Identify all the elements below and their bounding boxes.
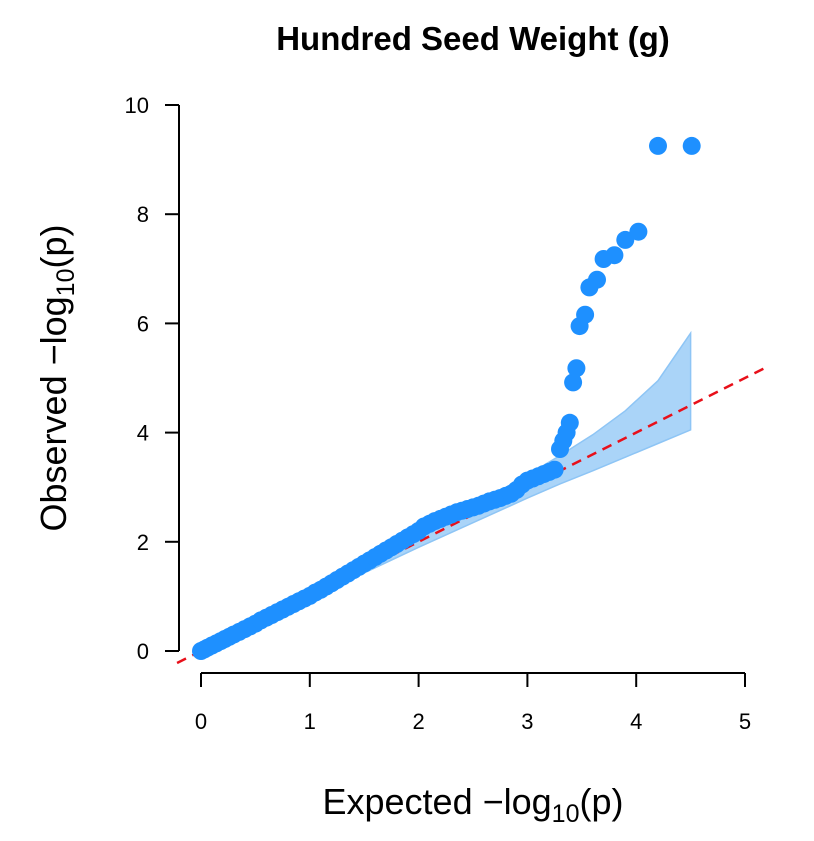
- confidence-band-layer: [200, 330, 692, 653]
- data-point: [616, 230, 635, 249]
- x-tick-label: 1: [304, 709, 316, 734]
- data-point: [588, 270, 606, 289]
- data-point: [545, 460, 564, 479]
- x-tick-label: 3: [521, 709, 533, 734]
- y-axis-label: Observed −log10(p): [33, 225, 80, 532]
- x-ticks: 0 1 2 3 4 5: [195, 673, 751, 734]
- y-tick-label: 4: [137, 421, 149, 446]
- data-point: [564, 373, 583, 392]
- confidence-band: [200, 330, 692, 653]
- x-axis-label: Expected −log10(p): [323, 781, 624, 828]
- x-tick-label: 4: [630, 709, 642, 734]
- data-point: [605, 246, 624, 265]
- axes: [178, 105, 745, 674]
- data-point: [629, 222, 648, 241]
- y-tick-label: 6: [137, 311, 149, 336]
- x-tick-label: 0: [195, 709, 207, 734]
- x-tick-label: 5: [739, 709, 751, 734]
- y-tick-label: 8: [137, 202, 149, 227]
- data-point: [649, 136, 667, 155]
- x-tick-label: 2: [412, 709, 424, 734]
- y-tick-label: 0: [137, 639, 149, 664]
- data-point: [560, 413, 579, 432]
- points-layer: [192, 136, 701, 660]
- y-ticks: 0 2 4 6 8 10: [125, 93, 179, 664]
- data-point: [567, 359, 586, 378]
- chart-title: Hundred Seed Weight (g): [276, 20, 670, 57]
- y-tick-label: 2: [137, 530, 149, 555]
- data-point: [576, 305, 595, 324]
- y-tick-label: 10: [125, 93, 149, 118]
- data-point: [682, 136, 701, 155]
